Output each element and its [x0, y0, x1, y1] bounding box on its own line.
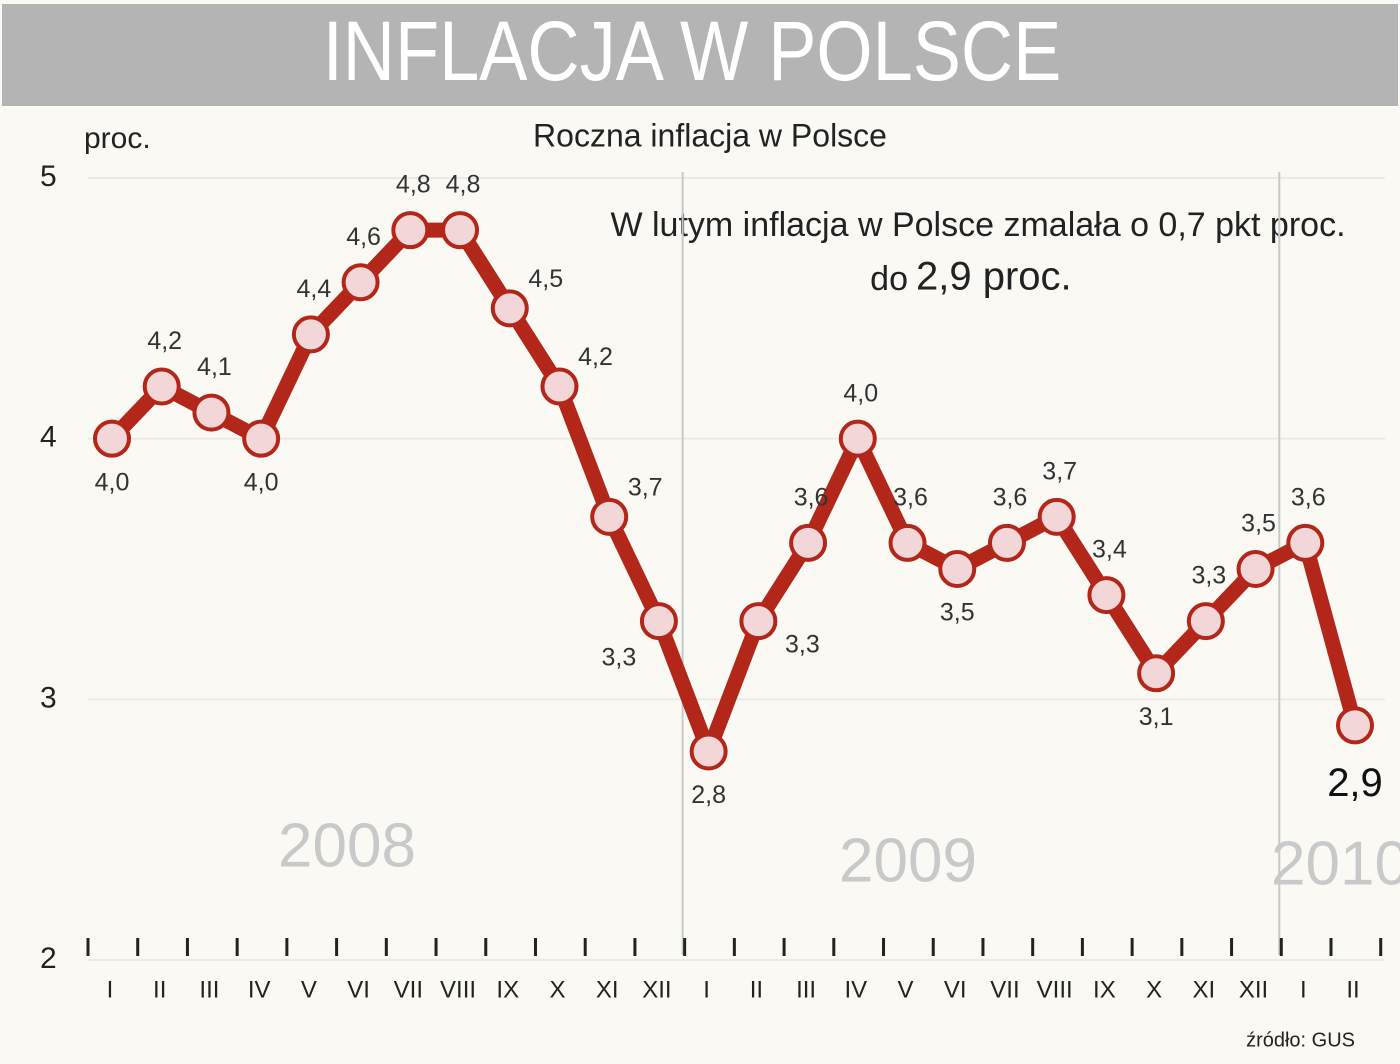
data-label: 3,6	[993, 484, 1028, 512]
data-point	[987, 523, 1026, 562]
data-label: 4,2	[578, 343, 613, 371]
x-tick-label: I	[1300, 976, 1307, 1003]
data-label: 3,7	[628, 473, 663, 501]
source: źródło: GUS	[1246, 1029, 1355, 1051]
x-tick-label: IV	[844, 976, 867, 1003]
data-point	[888, 523, 927, 562]
x-tick-label: VI	[944, 976, 967, 1003]
x-tick-label: V	[301, 976, 317, 1003]
x-tick-label: II	[1346, 976, 1359, 1003]
data-label: 4,1	[197, 353, 232, 381]
y-tick-label: 5	[40, 160, 57, 193]
data-label: 3,6	[893, 484, 928, 512]
x-tick-label: XII	[642, 976, 671, 1003]
x-tick-label: VIII	[440, 976, 476, 1003]
x-tick-label: III	[796, 976, 816, 1003]
y-axis-label: proc.	[84, 122, 151, 155]
header-bar	[2, 4, 1398, 106]
data-point	[1186, 602, 1225, 641]
year-label: 2008	[278, 811, 416, 880]
x-tick-label: VIII	[1037, 976, 1073, 1003]
x-tick-label: X	[1146, 976, 1162, 1003]
x-tick-label: XI	[596, 976, 619, 1003]
data-point	[689, 732, 728, 771]
data-label: 4,8	[396, 171, 431, 199]
y-tick-label: 3	[40, 681, 57, 714]
data-point	[938, 550, 977, 588]
data-label: 3,1	[1139, 703, 1174, 731]
x-tick-label: XI	[1192, 976, 1215, 1003]
annotation: W lutym inflacja w Polsce zmalała o 0,7 …	[610, 206, 1345, 244]
data-point	[490, 289, 529, 328]
data-point	[391, 211, 430, 250]
data-label: 3,3	[785, 631, 820, 659]
data-point	[590, 497, 629, 536]
x-tick-label: IX	[496, 976, 519, 1003]
data-label: 4,4	[296, 275, 331, 303]
data-point	[1286, 523, 1325, 562]
x-tick-label: I	[703, 976, 710, 1003]
data-label: 3,7	[1042, 457, 1077, 485]
x-tick-label: I	[107, 976, 114, 1003]
data-point	[93, 419, 131, 458]
x-tick-label: II	[750, 976, 763, 1003]
data-label: 3,3	[1191, 562, 1226, 590]
data-label: 4,0	[95, 468, 130, 496]
x-tick-label: III	[199, 976, 219, 1003]
data-label: 4,2	[147, 327, 182, 355]
x-tick-label: IX	[1093, 976, 1116, 1003]
data-label: 4,6	[346, 223, 381, 251]
data-label: 3,3	[602, 644, 637, 672]
data-label: 3,6	[1291, 484, 1326, 512]
data-point	[1236, 550, 1275, 588]
year-label: 2009	[839, 826, 977, 895]
x-tick-label: IV	[248, 976, 271, 1003]
chart-title: Roczna inflacja w Polsce	[533, 117, 887, 153]
data-label: 4,0	[843, 379, 878, 407]
data-point	[1137, 654, 1176, 693]
data-point	[441, 211, 480, 250]
data-point	[639, 602, 678, 641]
annotation: do	[870, 260, 908, 298]
data-point	[838, 419, 877, 458]
x-tick-label: VII	[394, 976, 423, 1003]
x-tick-label: VI	[347, 976, 370, 1003]
data-point	[1037, 497, 1076, 536]
data-point	[789, 523, 828, 562]
x-tick-label: II	[153, 976, 166, 1003]
year-label: 2010	[1271, 829, 1400, 898]
data-point	[739, 602, 778, 641]
data-point	[142, 367, 181, 406]
data-label: 2,8	[691, 781, 726, 809]
data-label: 2,9	[1327, 761, 1383, 805]
data-point	[192, 393, 231, 432]
data-label: 3,5	[1241, 510, 1276, 538]
y-tick-label: 4	[40, 421, 57, 454]
data-point	[291, 315, 330, 354]
x-tick-label: VII	[990, 976, 1019, 1003]
header: INFLACJA W POLSCE	[323, 4, 1062, 98]
data-point	[1336, 706, 1374, 745]
data-point	[242, 419, 281, 458]
data-point	[341, 263, 380, 302]
data-label: 4,0	[244, 468, 279, 496]
y-tick-label: 2	[40, 942, 57, 975]
data-label: 4,5	[528, 265, 563, 293]
data-point	[540, 367, 579, 406]
x-tick-label: XII	[1239, 976, 1268, 1003]
x-tick-label: X	[549, 976, 565, 1003]
annotation-emphasis: 2,9 proc.	[916, 255, 1072, 299]
data-label: 4,8	[446, 171, 481, 199]
data-label: 3,4	[1092, 536, 1127, 564]
data-point	[1087, 576, 1126, 615]
x-tick-label: V	[898, 976, 914, 1003]
data-label: 3,5	[940, 599, 975, 627]
data-label: 3,6	[794, 484, 829, 512]
